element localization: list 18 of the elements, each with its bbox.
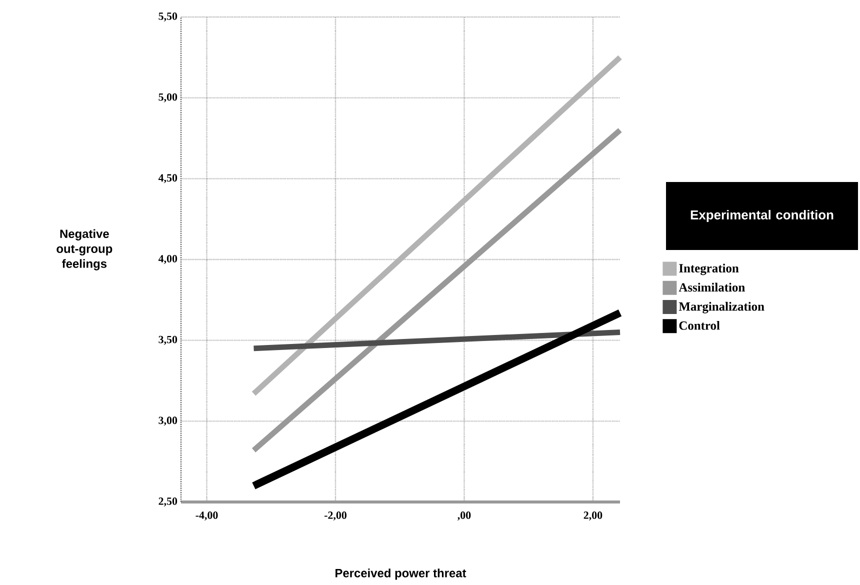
y-tick-label: 5,50 <box>158 12 178 22</box>
legend-label: Integration <box>679 264 739 276</box>
y-tick-label: 4,50 <box>158 174 178 184</box>
x-tick-label: 2,00 <box>584 512 602 521</box>
x-tick-label: -2,00 <box>324 512 346 521</box>
legend-label: Assimilation <box>678 282 745 292</box>
x-axis-title: Perceived power threat <box>336 568 466 580</box>
x-tick-label: -4,00 <box>196 512 218 521</box>
y-tick-label: 5,00 <box>158 93 178 102</box>
y-axis-title: Negative out-group feelings <box>56 229 112 270</box>
y-tick-label: 2,50 <box>158 498 178 506</box>
legend-title: Experimental condition <box>690 210 834 222</box>
y-tick-label: 4,00 <box>158 255 178 264</box>
legend-label: Marginalization <box>678 302 764 314</box>
y-tick-label: 3,00 <box>158 416 178 426</box>
x-tick-label: ,00 <box>458 512 471 521</box>
y-tick-label: 3,50 <box>158 336 178 345</box>
legend-label: Control <box>679 321 720 330</box>
